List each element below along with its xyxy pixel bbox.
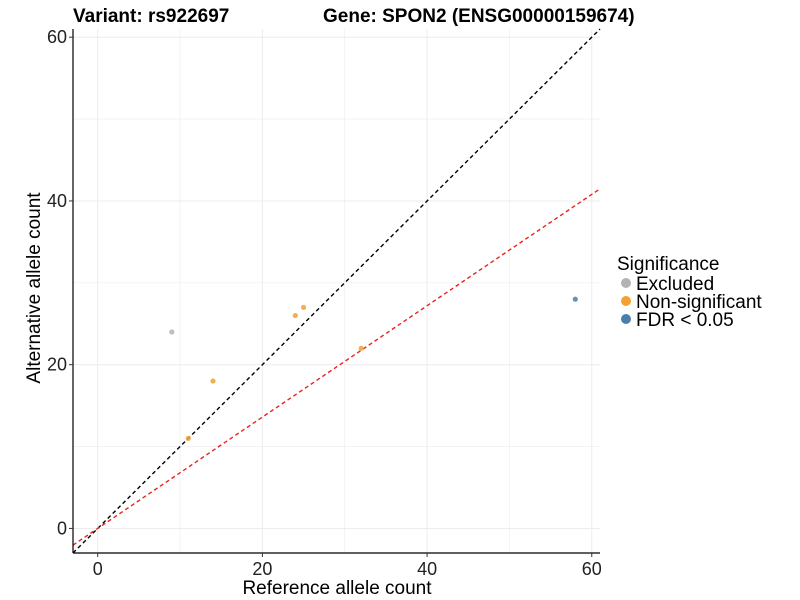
- identity-reference-line: [72, 28, 601, 554]
- reference-lines: [72, 28, 601, 554]
- legend-swatch-non-significant: [621, 296, 631, 306]
- y-tick-label: 20: [47, 355, 67, 375]
- legend-swatch-fdr: [621, 314, 631, 324]
- legend-title: Significance: [617, 254, 719, 275]
- y-tick-label: 40: [47, 191, 67, 211]
- data-point: [210, 378, 216, 384]
- data-point: [292, 312, 298, 319]
- legend-label-fdr: FDR < 0.05: [636, 310, 734, 331]
- y-axis-title: Alternative allele count: [24, 192, 45, 384]
- legend-swatch-excluded: [621, 278, 631, 288]
- y-tick-label: 60: [47, 27, 67, 47]
- gene-title: Gene: SPON2 (ENSG00000159674): [323, 6, 635, 27]
- grid: [73, 29, 600, 553]
- data-point: [185, 435, 191, 441]
- x-axis-title: Reference allele count: [242, 578, 432, 599]
- variant-title: Variant: rs922697: [73, 6, 229, 27]
- legend-label-non-significant: Non-significant: [636, 292, 762, 313]
- x-tick-label: 40: [417, 559, 437, 579]
- data-point: [300, 304, 307, 310]
- expected-ratio-reference-line: [72, 188, 601, 546]
- data-point: [169, 329, 175, 335]
- legend: Significance Excluded Non-significant FD…: [617, 254, 762, 331]
- legend-label-excluded: Excluded: [636, 274, 714, 295]
- data-points: [169, 296, 578, 441]
- data-point: [572, 296, 578, 302]
- x-tick-label: 20: [252, 559, 272, 579]
- data-point: [358, 345, 364, 351]
- y-tick-label: 0: [57, 518, 67, 538]
- x-tick-label: 0: [93, 559, 103, 579]
- x-tick-label: 60: [582, 559, 602, 579]
- axes: 0 20 40 60 0 20 40 60: [47, 27, 602, 579]
